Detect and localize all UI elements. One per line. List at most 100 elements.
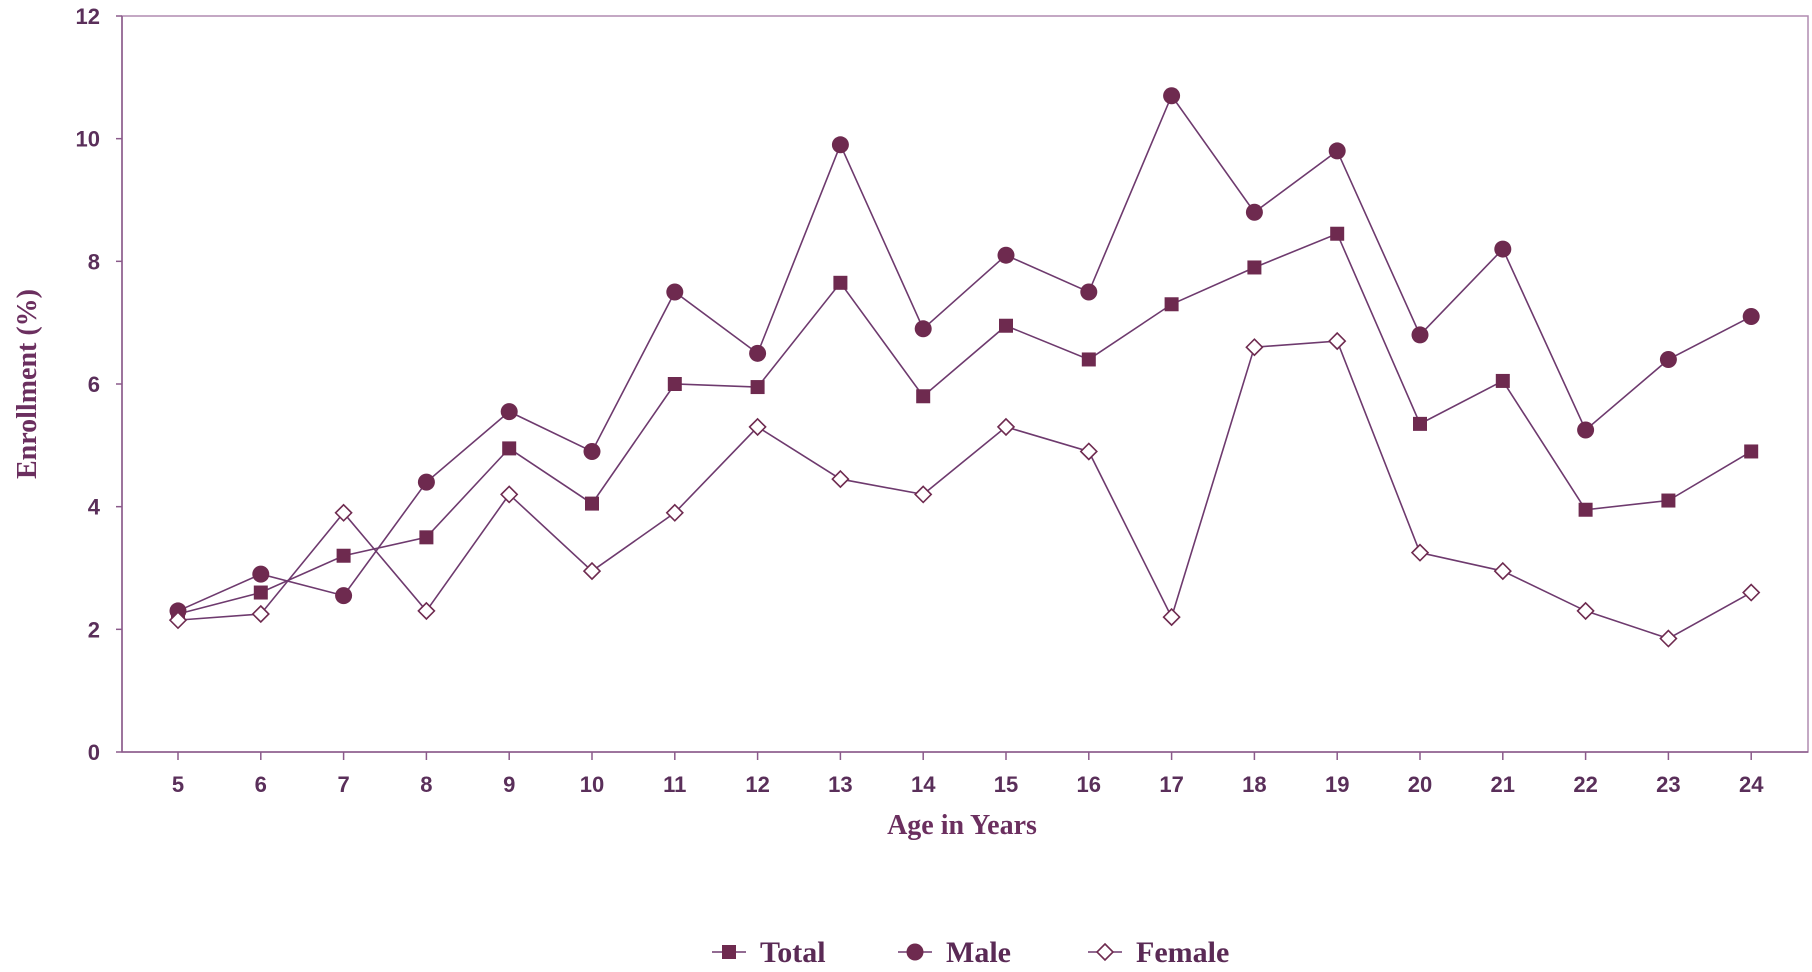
series-line-female xyxy=(177,340,1752,640)
data-point-male xyxy=(666,283,684,301)
x-tick-label: 14 xyxy=(911,772,936,797)
data-point-male xyxy=(997,246,1015,264)
data-point-total xyxy=(999,318,1013,333)
x-tick-label: 20 xyxy=(1408,772,1432,797)
x-tick-label: 6 xyxy=(255,772,267,797)
data-point-male xyxy=(417,473,435,491)
data-point-male xyxy=(749,344,767,362)
data-point-male xyxy=(831,136,849,154)
data-point-male xyxy=(1245,203,1263,221)
data-point-female xyxy=(334,503,353,522)
series-line-male xyxy=(177,94,1752,612)
legend-label-total: Total xyxy=(760,936,826,969)
x-tick-label: 11 xyxy=(663,772,686,797)
data-point-male xyxy=(583,442,601,460)
y-tick-label: 12 xyxy=(76,4,100,29)
legend-marker-total xyxy=(722,945,736,959)
x-tick-label: 23 xyxy=(1656,772,1680,797)
data-point-female xyxy=(1245,338,1264,357)
data-point-male xyxy=(1328,142,1346,160)
x-tick-label: 21 xyxy=(1491,772,1515,797)
series-male xyxy=(169,87,1760,620)
data-point-female xyxy=(665,503,684,522)
data-point-female xyxy=(1328,331,1347,351)
legend-marker-male xyxy=(906,943,924,961)
x-tick-label: 17 xyxy=(1159,772,1183,797)
data-point-male xyxy=(1163,87,1181,105)
x-tick-label: 15 xyxy=(994,772,1018,797)
y-tick-label: 8 xyxy=(88,249,100,274)
data-point-female xyxy=(1410,543,1430,562)
y-tick-label: 10 xyxy=(76,127,100,152)
x-tick-label: 12 xyxy=(745,772,769,797)
series-female xyxy=(168,331,1761,648)
data-point-total xyxy=(253,585,268,600)
data-point-total xyxy=(419,530,434,545)
x-tick-label: 9 xyxy=(503,772,515,797)
x-tick-label: 22 xyxy=(1573,772,1597,797)
data-point-female xyxy=(251,604,270,624)
x-tick-label: 10 xyxy=(580,772,604,797)
y-tick-label: 4 xyxy=(88,495,101,520)
data-point-female xyxy=(168,611,188,630)
data-point-total xyxy=(916,389,931,404)
y-axis-title: Enrollment (%) xyxy=(12,289,43,479)
x-tick-label: 13 xyxy=(828,772,852,797)
x-tick-label: 19 xyxy=(1325,772,1349,797)
data-point-female xyxy=(1659,629,1678,648)
legend-label-female: Female xyxy=(1136,936,1229,969)
legend-marker-female xyxy=(1095,942,1115,962)
data-point-male xyxy=(500,403,518,421)
data-point-female xyxy=(1162,607,1181,627)
x-tick-label: 5 xyxy=(172,772,184,797)
data-point-female xyxy=(500,485,519,504)
data-point-total xyxy=(1247,260,1262,275)
data-point-female xyxy=(417,601,436,621)
data-point-male xyxy=(252,565,270,583)
plot-frame xyxy=(121,15,1809,753)
data-point-total xyxy=(1661,493,1676,508)
data-point-total xyxy=(502,441,517,456)
x-axis-title: Age in Years xyxy=(887,810,1037,841)
data-point-total xyxy=(1744,444,1759,459)
data-point-female xyxy=(1079,442,1098,461)
series-total xyxy=(171,226,1759,621)
data-point-total xyxy=(1413,416,1427,431)
data-point-total xyxy=(750,380,765,395)
data-point-female xyxy=(748,417,767,437)
series-layer xyxy=(168,87,1761,648)
data-point-total xyxy=(336,548,351,563)
x-tick-label: 7 xyxy=(337,772,349,797)
data-point-total xyxy=(667,377,682,391)
legend-label-male: Male xyxy=(946,936,1011,969)
data-point-female xyxy=(831,469,850,489)
data-point-total xyxy=(1081,352,1096,367)
x-tick-label: 18 xyxy=(1242,772,1266,797)
data-point-female xyxy=(1493,561,1512,581)
data-point-total xyxy=(1495,373,1510,388)
data-point-total xyxy=(1330,226,1345,241)
data-point-female xyxy=(582,561,602,581)
data-point-female xyxy=(1742,583,1761,602)
x-tick-label: 8 xyxy=(420,772,432,797)
data-point-male xyxy=(914,320,932,338)
data-point-male xyxy=(1659,350,1677,368)
data-point-male xyxy=(1494,240,1512,258)
y-tick-label: 0 xyxy=(88,740,100,765)
y-tick-label: 2 xyxy=(88,617,100,642)
legend: Total Male Female xyxy=(712,936,1229,969)
data-point-total xyxy=(585,496,599,511)
x-tick-label: 16 xyxy=(1077,772,1101,797)
data-point-male xyxy=(335,587,353,605)
data-point-total xyxy=(833,275,848,290)
y-axis-ticks: 0 2 4 6 8 10 12 xyxy=(76,4,122,765)
data-point-female xyxy=(996,417,1016,437)
data-point-male xyxy=(1742,308,1760,326)
data-point-female xyxy=(1576,601,1595,621)
data-point-female xyxy=(914,485,933,504)
x-tick-label: 24 xyxy=(1739,772,1764,797)
data-point-male xyxy=(169,602,187,620)
data-point-male xyxy=(1577,421,1595,439)
